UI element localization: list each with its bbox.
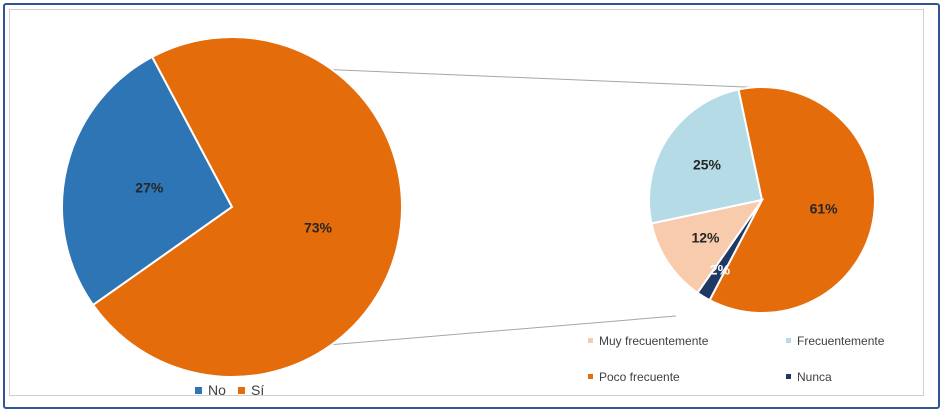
legend-swatch-nunca: [786, 374, 791, 379]
main-pie: [61, 36, 403, 378]
data-labels: 27% 73% 25% 61% 2% 12%: [135, 156, 838, 277]
legend-label-no: No: [208, 382, 226, 398]
legend-secondary: Muy frecuentemente Frecuentemente Poco f…: [588, 334, 885, 384]
main-label-sí: 73%: [304, 220, 333, 236]
main-slice-no: [61, 55, 234, 307]
legend-label-frecuentemente: Frecuentemente: [797, 334, 885, 348]
main-label-no: 27%: [135, 179, 164, 195]
secondary-slice-muy-frecuentemente: [650, 198, 765, 295]
legend-label-muy-frecuentemente: Muy frecuentemente: [599, 334, 709, 348]
legend-swatch-si: [238, 387, 245, 394]
secondary-slice-frecuentemente: [648, 88, 764, 225]
secondary-pie: [648, 86, 876, 314]
secondary-label-frecuentemente: 25%: [693, 156, 722, 172]
legend-label-si: Sí: [251, 382, 264, 398]
secondary-label-muy-frecuentemente: 12%: [691, 230, 720, 246]
legend-label-nunca: Nunca: [797, 370, 832, 384]
legend-main: No Sí: [195, 382, 264, 398]
legend-swatch-muy-frecuentemente: [588, 338, 593, 343]
legend-swatch-frecuentemente: [786, 338, 791, 343]
secondary-label-nunca: 2%: [710, 262, 731, 278]
legend-swatch-no: [195, 387, 202, 394]
secondary-slice-poco-frecuente: [708, 86, 876, 314]
legend-swatch-poco-frecuente: [588, 374, 593, 379]
legend-label-poco-frecuente: Poco frecuente: [599, 370, 680, 384]
main-slice-sí: [91, 36, 403, 378]
secondary-label-poco-frecuente: 61%: [810, 200, 839, 216]
